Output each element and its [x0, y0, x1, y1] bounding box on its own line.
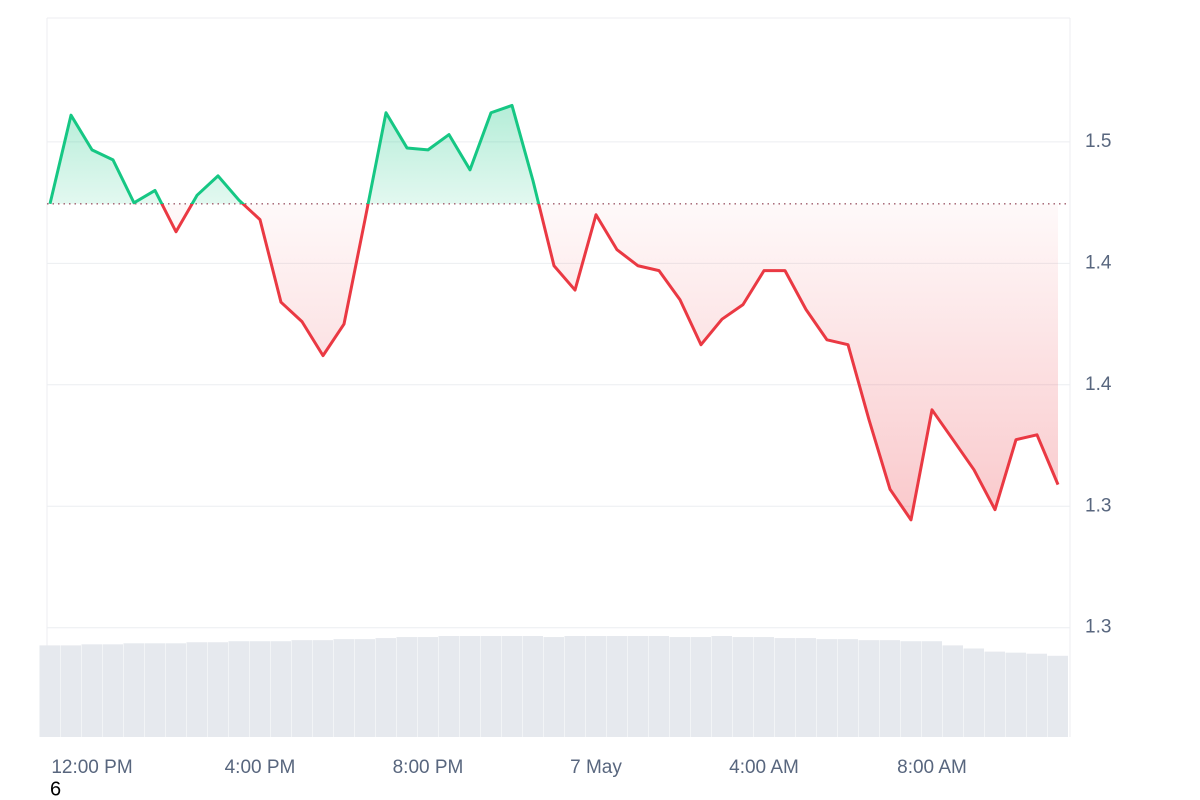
volume-bar — [249, 641, 270, 737]
volume-bar — [1026, 653, 1047, 737]
volume-bar — [312, 640, 333, 737]
volume-bar — [606, 636, 627, 737]
volume-bar — [228, 641, 249, 737]
volume-bar — [459, 636, 480, 737]
volume-bar — [270, 641, 291, 737]
volume-bar — [1005, 652, 1026, 737]
x-tick-label: 8:00 AM — [897, 757, 967, 778]
volume-bar — [732, 637, 753, 737]
volume-bar — [858, 640, 879, 737]
x-tick-label: 12:00 PM — [51, 757, 132, 778]
volume-bar — [333, 639, 354, 737]
area-up — [50, 105, 539, 204]
volume-bar — [207, 642, 228, 737]
volume-bar — [921, 641, 942, 737]
volume-bar — [564, 636, 585, 737]
volume-bar — [102, 644, 123, 737]
y-tick-label: 1.3 — [1085, 617, 1111, 638]
volume-bar — [522, 636, 543, 737]
volume-bar — [669, 637, 690, 737]
volume-bar — [417, 637, 438, 737]
volume-bar — [648, 636, 669, 737]
volume-bar — [186, 642, 207, 737]
volume-bar — [1047, 655, 1068, 737]
volume-bar — [123, 643, 144, 737]
volume-bar — [627, 636, 648, 737]
volume-bar — [144, 643, 165, 737]
volume-bar — [984, 651, 1005, 737]
volume-bar — [942, 645, 963, 737]
volume-bar — [753, 637, 774, 737]
volume-bar — [375, 638, 396, 737]
y-tick-label: 1.3 — [1085, 495, 1111, 516]
price-line — [48, 103, 1060, 522]
volume-bar — [711, 636, 732, 737]
volume-bar — [60, 645, 81, 737]
x-tick-label: 4:00 AM — [729, 757, 799, 778]
y-tick-label: 1.5 — [1085, 131, 1111, 152]
volume-bar — [816, 639, 837, 737]
volume-bar — [879, 640, 900, 737]
volume-bar — [543, 637, 564, 737]
x-sublabel: 6 — [50, 778, 61, 800]
area-down — [50, 203, 1058, 520]
volume-bar — [837, 639, 858, 737]
volume-bar — [396, 637, 417, 737]
volume-bar — [900, 641, 921, 737]
x-tick-label: 4:00 PM — [225, 757, 296, 778]
volume-bar — [501, 636, 522, 737]
volume-bar — [795, 638, 816, 737]
volume-bar — [165, 643, 186, 737]
volume-bar — [354, 639, 375, 737]
volume-bar — [963, 648, 984, 737]
volume-bar — [39, 645, 60, 737]
y-tick-label: 1.4 — [1085, 252, 1112, 273]
x-tick-label: 7 May — [570, 757, 622, 778]
volume-bar — [291, 640, 312, 737]
volume-bar — [438, 636, 459, 737]
volume-bar — [585, 636, 606, 737]
volume-bar — [690, 637, 711, 737]
volume-bar — [480, 636, 501, 737]
y-tick-label: 1.4 — [1085, 374, 1112, 395]
volume-bar — [774, 638, 795, 737]
x-tick-label: 8:00 PM — [393, 757, 464, 778]
volume-bar — [81, 644, 102, 737]
